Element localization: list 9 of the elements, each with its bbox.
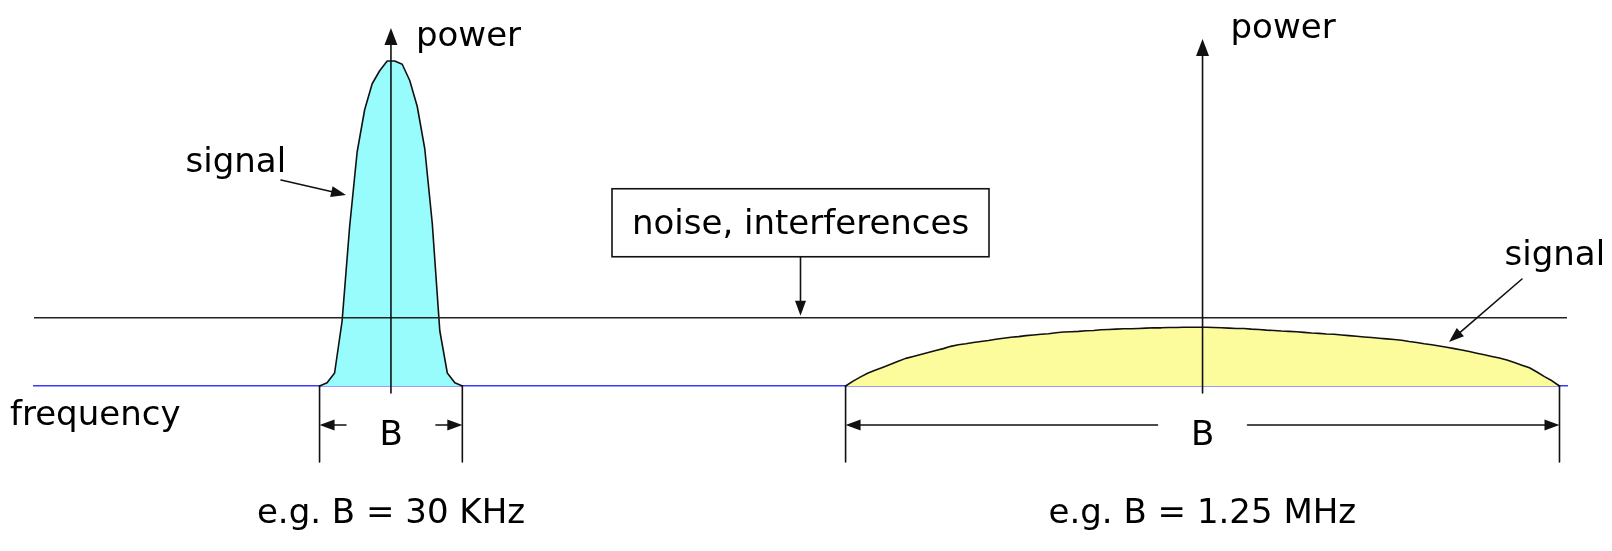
text: signal [1504, 232, 1606, 273]
y-axis-title: power [415, 13, 522, 54]
text: e.g. B = 1.25 MHz [1048, 490, 1357, 531]
series-label: signal [185, 139, 287, 180]
text: e.g. B = 30 KHz [256, 490, 526, 531]
text: power [1230, 5, 1336, 46]
text: B [379, 412, 403, 453]
x-axis-title: frequency [10, 392, 181, 433]
ref-line-label: noise, interferences [632, 202, 970, 243]
